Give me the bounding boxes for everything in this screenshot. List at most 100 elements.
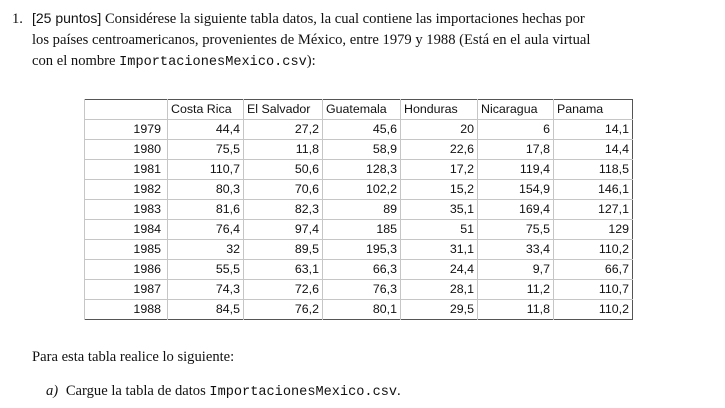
value-cell: 119,4 [477,159,554,180]
problem-line-3: con el nombre ImportacionesMexico.csv): [12,51,702,73]
value-cell: 20 [400,119,478,140]
table-row: 1985 32 89,5 195,3 31,1 33,4 110,2 [84,239,633,260]
year-cell: 1981 [84,159,168,180]
value-cell: 128,3 [322,159,401,180]
value-cell: 76,2 [243,299,323,320]
problem-text-1: Considérese la siguiente tabla datos, la… [104,11,585,27]
value-cell: 9,7 [477,259,554,280]
value-cell: 89,5 [243,239,323,260]
table-body: 1979 44,4 27,2 45,6 20 6 14,1 1980 75,5 11,8 58,9 2… [84,119,633,320]
year-cell: 1986 [84,259,168,280]
year-cell: 1980 [84,139,168,160]
table-row: 1984 76,4 97,4 185 51 75,5 129 [84,219,633,240]
value-cell: 89 [322,199,401,220]
value-cell: 14,1 [553,119,633,140]
value-cell: 70,6 [243,179,323,200]
value-cell: 110,7 [553,279,633,300]
table-row: 1981 110,7 50,6 128,3 17,2 119,4 118,5 [84,159,633,180]
value-cell: 110,7 [167,159,244,180]
problem-text-3: con el nombre [32,53,120,69]
problem-statement: 1. [25 puntos] Considérese la siguiente t… [12,8,702,73]
value-cell: 80,3 [167,179,244,200]
item-a-suffix: . [397,383,401,399]
value-cell: 58,9 [322,139,401,160]
value-cell: 97,4 [243,219,323,240]
year-cell: 1984 [84,219,168,240]
value-cell: 80,1 [322,299,401,320]
value-cell: 129 [553,219,633,240]
value-cell: 84,5 [167,299,244,320]
value-cell: 55,5 [167,259,244,280]
problem-number: 1. [12,11,23,27]
value-cell: 63,1 [243,259,323,280]
col-header: Costa Rica [167,99,244,120]
imports-table: Costa Rica El Salvador Guatemala Hondura… [84,99,633,320]
table-row: 1982 80,3 70,6 102,2 15,2 154,9 146,1 [84,179,633,200]
value-cell: 74,3 [167,279,244,300]
year-cell: 1979 [84,119,168,140]
value-cell: 33,4 [477,239,554,260]
value-cell: 28,1 [400,279,478,300]
col-header: Nicaragua [477,99,554,120]
problem-line-2: los países centroamericanos, proveniente… [32,32,591,48]
year-cell: 1987 [84,279,168,300]
year-cell: 1983 [84,199,168,220]
value-cell: 32 [167,239,244,260]
value-cell: 17,2 [400,159,478,180]
item-a-filename: ImportacionesMexico.csv [209,385,398,400]
value-cell: 102,2 [322,179,401,200]
value-cell: 27,2 [243,119,323,140]
year-cell: 1988 [84,299,168,320]
value-cell: 185 [322,219,401,240]
value-cell: 110,2 [553,239,633,260]
instruction-text: Para esta tabla realice lo siguiente: [32,349,235,365]
table-corner-cell [84,99,168,120]
value-cell: 75,5 [477,219,554,240]
value-cell: 81,6 [167,199,244,220]
value-cell: 66,3 [322,259,401,280]
value-cell: 82,3 [243,199,323,220]
value-cell: 35,1 [400,199,478,220]
value-cell: 24,4 [400,259,478,280]
value-cell: 17,8 [477,139,554,160]
value-cell: 51 [400,219,478,240]
value-cell: 6 [477,119,554,140]
value-cell: 127,1 [553,199,633,220]
value-cell: 50,6 [243,159,323,180]
value-cell: 29,5 [400,299,478,320]
table-header-row: Costa Rica El Salvador Guatemala Hondura… [84,99,633,120]
value-cell: 15,2 [400,179,478,200]
table-row: 1979 44,4 27,2 45,6 20 6 14,1 [84,119,633,140]
value-cell: 31,1 [400,239,478,260]
year-cell: 1985 [84,239,168,260]
value-cell: 45,6 [322,119,401,140]
col-header: Guatemala [322,99,401,120]
value-cell: 154,9 [477,179,554,200]
value-cell: 11,2 [477,279,554,300]
item-a-label: a) [46,383,59,399]
item-a-text: Cargue la tabla de datos [65,383,210,399]
value-cell: 11,8 [243,139,323,160]
value-cell: 75,5 [167,139,244,160]
value-cell: 110,2 [553,299,633,320]
value-cell: 22,6 [400,139,478,160]
value-cell: 76,3 [322,279,401,300]
col-header: Panama [553,99,633,120]
value-cell: 146,1 [553,179,633,200]
problem-points: [25 puntos] [32,10,102,26]
value-cell: 76,4 [167,219,244,240]
col-header: Honduras [400,99,478,120]
item-a: a) Cargue la tabla de datos Importacione… [46,383,401,400]
col-header: El Salvador [243,99,323,120]
value-cell: 169,4 [477,199,554,220]
value-cell: 195,3 [322,239,401,260]
problem-line-1: 1. [25 puntos] Considérese la siguiente t… [12,8,702,30]
value-cell: 66,7 [553,259,633,280]
value-cell: 44,4 [167,119,244,140]
value-cell: 14,4 [553,139,633,160]
problem-text-3-suffix: ): [306,53,316,69]
year-cell: 1982 [84,179,168,200]
table-row: 1986 55,5 63,1 66,3 24,4 9,7 66,7 [84,259,633,280]
problem-filename: ImportacionesMexico.csv [119,55,307,70]
value-cell: 11,8 [477,299,554,320]
